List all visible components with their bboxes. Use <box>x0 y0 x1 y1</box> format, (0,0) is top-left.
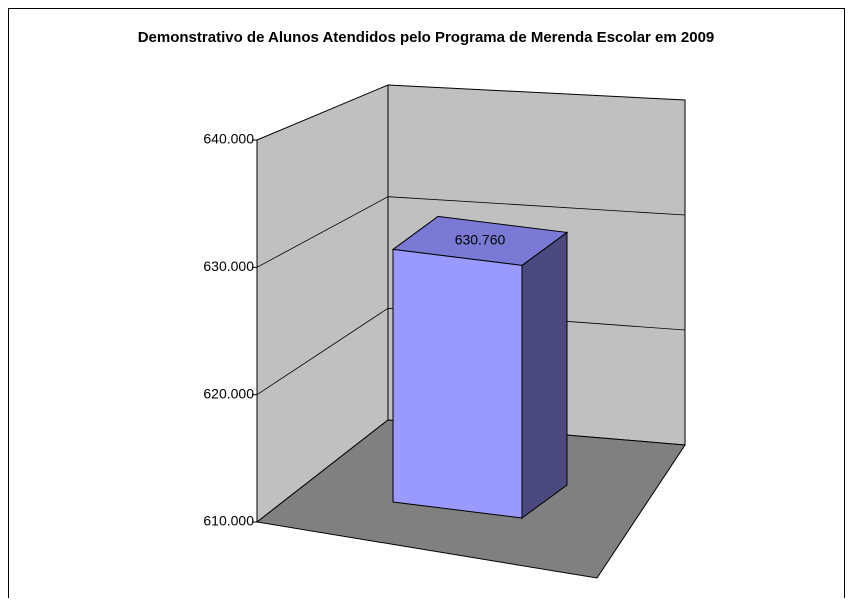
bar <box>392 248 523 519</box>
y-tick-label: 640.000 <box>203 131 254 147</box>
grid-line <box>256 196 686 268</box>
grid-line <box>256 307 686 396</box>
y-tick-label: 610.000 <box>203 513 254 529</box>
data-label: 630.760 <box>455 232 506 248</box>
y-tick-label: 620.000 <box>203 385 254 401</box>
y-tick-label: 630.000 <box>203 258 254 274</box>
chart-title: Demonstrativo de Alunos Atendidos pelo P… <box>138 29 715 46</box>
bar-side <box>521 231 568 519</box>
